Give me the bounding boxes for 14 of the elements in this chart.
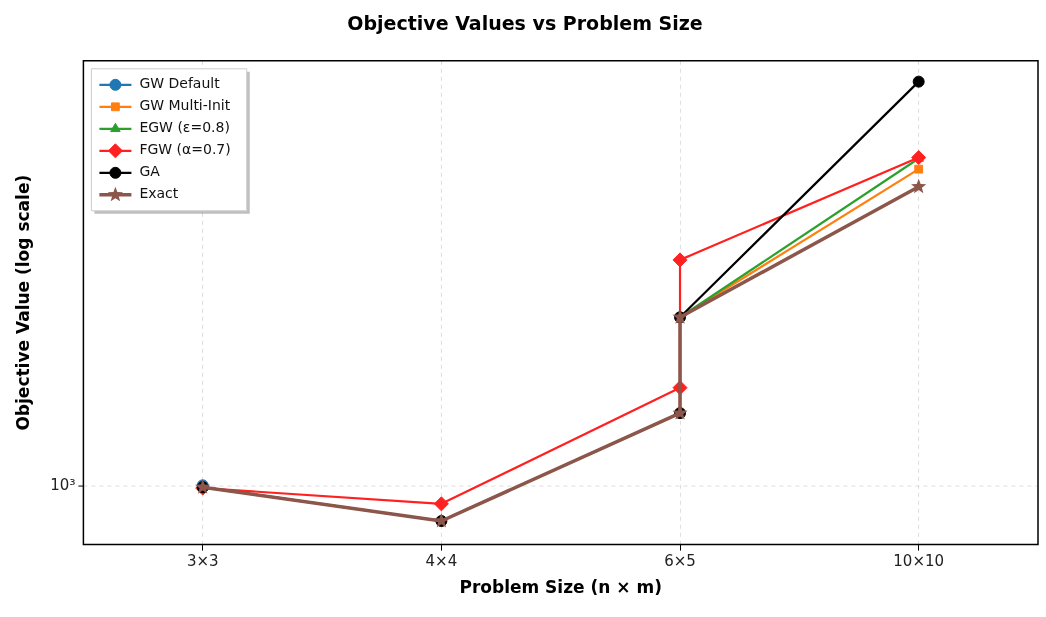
legend-label: GW Multi-Init (139, 97, 231, 114)
chart-title: Objective Values vs Problem Size (347, 12, 703, 35)
x-axis-title: Problem Size (n × m) (459, 577, 662, 598)
x-tick-label: 4×4 (425, 552, 458, 571)
x-tick-label: 3×3 (186, 552, 219, 571)
y-axis-title: Objective Value (log scale) (12, 174, 33, 431)
x-tick-label: 10×10 (893, 552, 945, 571)
legend-label: Exact (139, 185, 179, 202)
text: 10³ (50, 475, 76, 494)
legend-label: GA (139, 163, 161, 180)
x-tick-label: 6×5 (664, 552, 696, 571)
legend-label: FGW (α=0.7) (139, 141, 231, 158)
legend-label: GW Default (139, 75, 221, 92)
legend-label: EGW (ε=0.8) (139, 119, 230, 136)
